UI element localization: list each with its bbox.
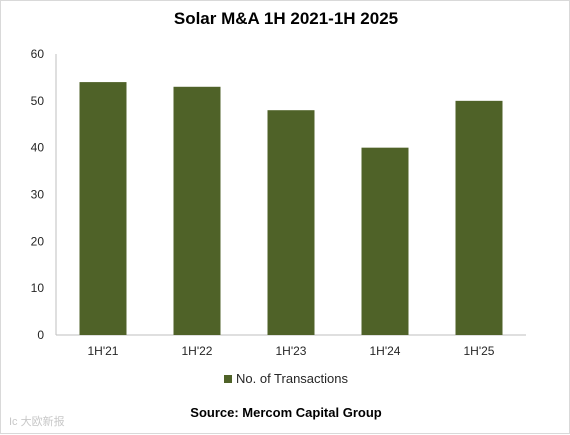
- y-tick-labels: 0 10 20 30 40 50 60: [31, 47, 45, 342]
- source-note: Source: Mercom Capital Group: [190, 405, 382, 420]
- legend-label: No. of Transactions: [236, 371, 348, 386]
- bar: [267, 110, 315, 335]
- x-tick-label: 1H'23: [276, 344, 307, 358]
- bars: [79, 82, 503, 336]
- x-tick-label: 1H'25: [464, 344, 495, 358]
- y-tick-label: 50: [31, 94, 45, 108]
- x-tick-label: 1H'21: [88, 344, 119, 358]
- y-tick-label: 40: [31, 141, 45, 155]
- bar: [361, 147, 409, 335]
- watermark: Ic 大欧新报: [9, 416, 65, 428]
- x-tick-labels: 1H'21 1H'22 1H'23 1H'24 1H'25: [88, 344, 495, 358]
- y-tick-label: 30: [31, 188, 45, 202]
- bar: [173, 86, 221, 336]
- y-tick-label: 20: [31, 234, 45, 248]
- y-tick-label: 60: [31, 47, 45, 61]
- x-tick-label: 1H'22: [182, 344, 213, 358]
- y-tick-label: 0: [37, 328, 44, 342]
- x-tick-label: 1H'24: [370, 344, 401, 358]
- y-tick-label: 10: [31, 281, 45, 295]
- chart-title: Solar M&A 1H 2021-1H 2025: [173, 9, 399, 28]
- bar: [79, 82, 127, 335]
- legend: No. of Transactions: [1, 371, 570, 386]
- legend-swatch: [224, 375, 232, 383]
- bar: [455, 100, 503, 335]
